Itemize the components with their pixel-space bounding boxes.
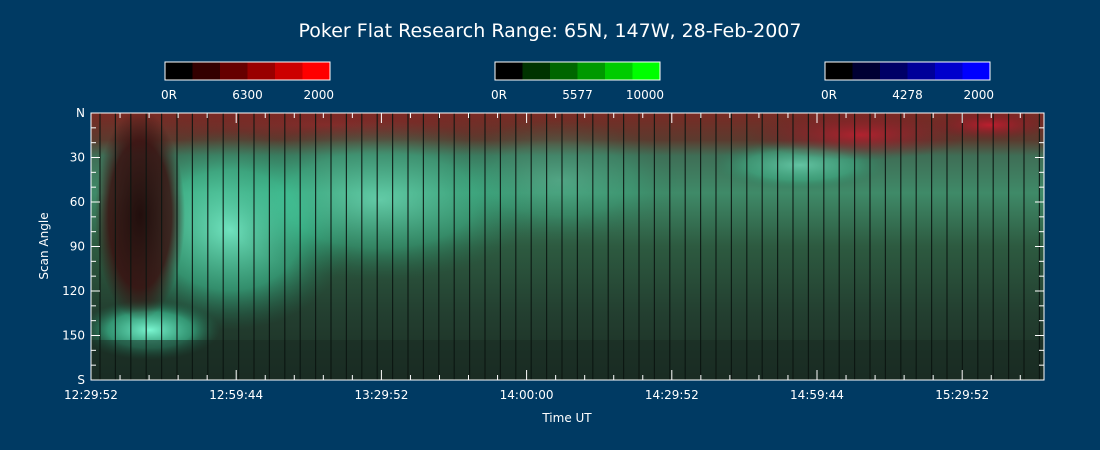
colorbar-step <box>605 62 633 80</box>
chart-title: Poker Flat Research Range: 65N, 147W, 28… <box>299 20 802 42</box>
colorbar-step <box>220 62 248 80</box>
colorbar-mid-label: 4278 <box>892 88 923 102</box>
colorbar-max-label: 10000 <box>626 88 664 102</box>
keogram-image <box>91 113 1044 380</box>
y-tick-label: 120 <box>62 284 85 298</box>
colorbar-min-label: 0R <box>821 88 837 102</box>
colorbar-step <box>962 62 991 80</box>
colorbar-step <box>247 62 276 80</box>
colorbar-step <box>577 62 606 80</box>
colorbars: 0R 6300 2000 0R 5577 10000 0R 4278 2000 <box>161 61 994 102</box>
colorbar-mid-label: 5577 <box>562 88 593 102</box>
x-tick-label: 13:29:52 <box>354 388 408 402</box>
y-axis-label: Scan Angle <box>37 212 51 279</box>
colorbar-step <box>192 62 221 80</box>
colorbar-frame <box>824 61 991 81</box>
y-tick-label: N <box>76 106 85 120</box>
y-tick-label: 150 <box>62 329 85 343</box>
colorbar-step <box>302 62 331 80</box>
colorbar-max-label: 2000 <box>303 88 334 102</box>
colorbar-step <box>632 62 661 80</box>
colorbar-step <box>550 62 578 80</box>
x-tick-label: 14:59:44 <box>790 388 844 402</box>
y-tick-label: S <box>77 373 85 387</box>
colorbar-mid-label: 6300 <box>232 88 263 102</box>
colorbar-max-label: 2000 <box>963 88 994 102</box>
colorbar-step <box>935 62 963 80</box>
colorbar-step <box>907 62 936 80</box>
colorbar-min-label: 0R <box>491 88 507 102</box>
colorbar-4278: 0R 4278 2000 <box>821 61 994 102</box>
colorbar-step <box>880 62 908 80</box>
colorbar-frame <box>494 61 661 81</box>
colorbar-step <box>852 62 881 80</box>
x-tick-label: 14:29:52 <box>645 388 699 402</box>
x-axis: 12:29:52 12:59:44 13:29:52 14:00:00 14:29:52… <box>64 113 1021 402</box>
y-tick-label: 60 <box>70 195 85 209</box>
x-tick-label: 14:00:00 <box>500 388 554 402</box>
colorbar-step <box>522 62 551 80</box>
y-axis: N 30 60 90 120 150 S <box>62 106 1044 387</box>
x-axis-label: Time UT <box>541 411 592 425</box>
colorbar-step <box>825 62 853 80</box>
colorbar-step <box>275 62 303 80</box>
x-tick-label: 15:29:52 <box>935 388 989 402</box>
y-tick-label: 90 <box>70 240 85 254</box>
colorbar-frame <box>164 61 331 81</box>
colorbar-min-label: 0R <box>161 88 177 102</box>
colorbar-5577: 0R 5577 10000 <box>491 61 664 102</box>
y-tick-label: 30 <box>70 151 85 165</box>
x-tick-label: 12:59:44 <box>209 388 263 402</box>
colorbar-6300: 0R 6300 2000 <box>161 61 334 102</box>
time-gap-lines <box>99 113 1041 380</box>
colorbar-step <box>165 62 193 80</box>
x-tick-label: 12:29:52 <box>64 388 118 402</box>
colorbar-step <box>495 62 523 80</box>
